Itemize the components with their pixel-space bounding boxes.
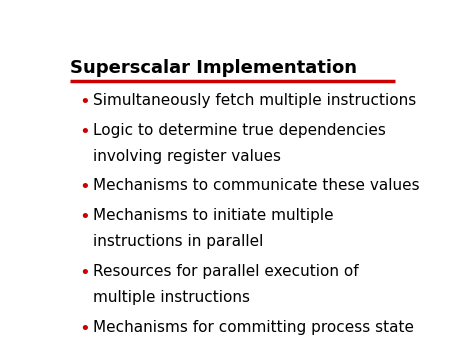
- Text: Simultaneously fetch multiple instructions: Simultaneously fetch multiple instructio…: [93, 93, 416, 107]
- Text: Mechanisms to initiate multiple: Mechanisms to initiate multiple: [93, 209, 333, 223]
- Text: •: •: [79, 93, 90, 111]
- Text: Mechanisms to communicate these values: Mechanisms to communicate these values: [93, 178, 419, 193]
- Text: •: •: [79, 320, 90, 338]
- Text: •: •: [79, 178, 90, 196]
- Text: Mechanisms for committing process state: Mechanisms for committing process state: [93, 320, 414, 335]
- Text: •: •: [79, 209, 90, 226]
- Text: •: •: [79, 264, 90, 282]
- Text: Logic to determine true dependencies: Logic to determine true dependencies: [93, 123, 386, 138]
- Text: instructions in parallel: instructions in parallel: [93, 235, 263, 249]
- Text: multiple instructions: multiple instructions: [93, 290, 250, 306]
- Text: •: •: [79, 123, 90, 141]
- Text: involving register values: involving register values: [93, 149, 281, 164]
- Text: Superscalar Implementation: Superscalar Implementation: [70, 59, 357, 77]
- Text: Resources for parallel execution of: Resources for parallel execution of: [93, 264, 359, 280]
